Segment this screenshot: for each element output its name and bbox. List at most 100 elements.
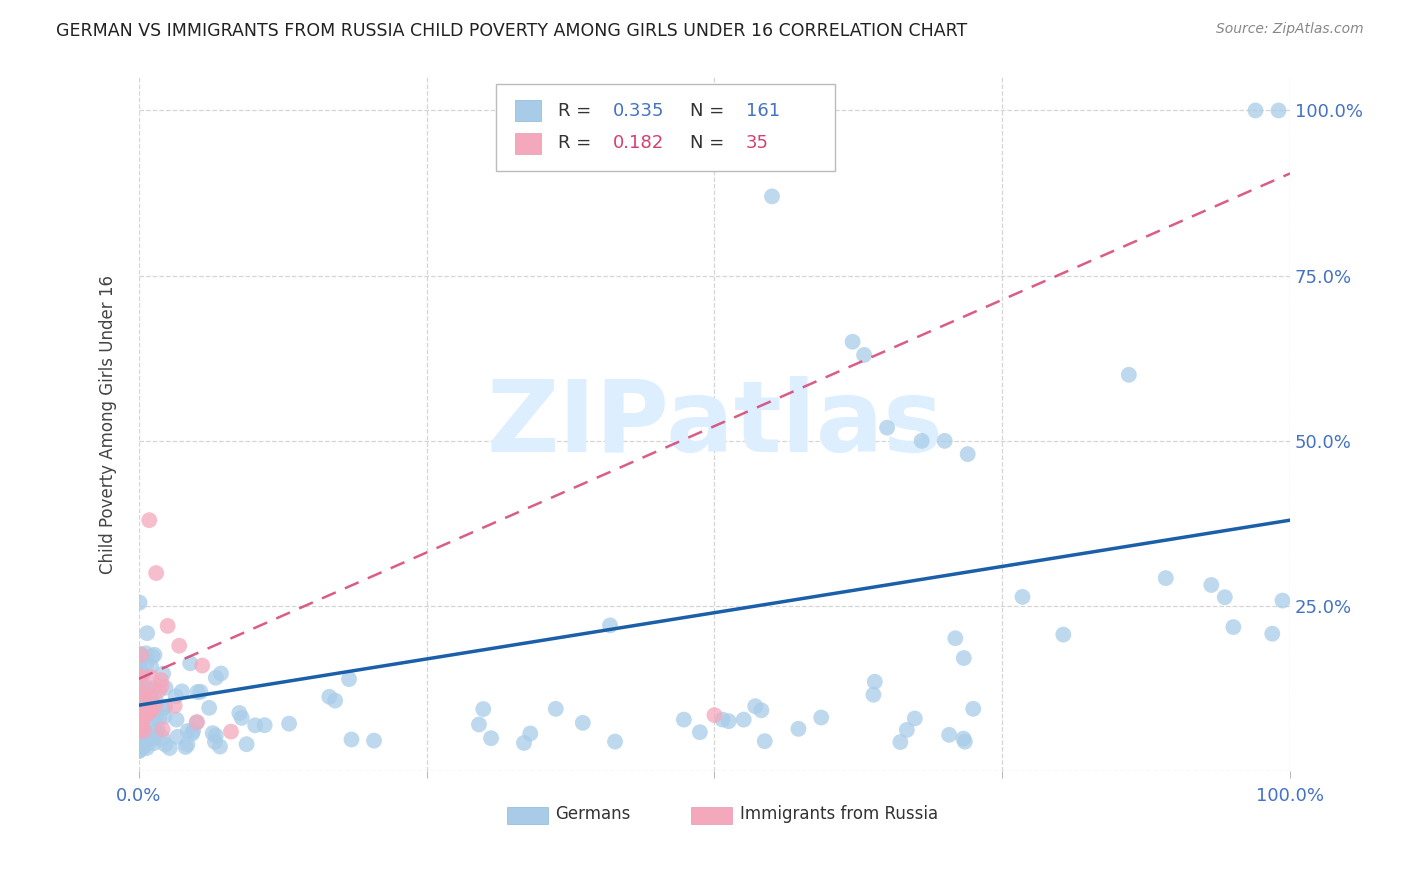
Text: GERMAN VS IMMIGRANTS FROM RUSSIA CHILD POVERTY AMONG GIRLS UNDER 16 CORRELATION : GERMAN VS IMMIGRANTS FROM RUSSIA CHILD P… (56, 22, 967, 40)
Point (761, 189, 783, 203)
Point (253, 718, 276, 732)
Point (166, 713, 188, 727)
Point (167, 639, 190, 653)
Text: N =: N = (690, 102, 724, 120)
Point (889, 735, 911, 749)
Point (754, 734, 776, 748)
Point (139, 659, 162, 673)
Point (363, 733, 385, 747)
Point (150, 731, 173, 745)
Point (131, 698, 153, 713)
Point (128, 712, 150, 726)
Point (129, 722, 152, 736)
Text: Germans: Germans (555, 805, 631, 823)
FancyBboxPatch shape (692, 806, 731, 824)
Point (1118, 368, 1140, 382)
Point (962, 702, 984, 716)
Point (128, 596, 150, 610)
Text: 35: 35 (745, 135, 769, 153)
Point (148, 710, 170, 724)
Point (129, 728, 152, 742)
Point (711, 713, 734, 727)
Point (159, 741, 181, 756)
Point (131, 735, 153, 749)
Point (787, 722, 810, 736)
Point (128, 654, 150, 668)
Point (128, 740, 150, 755)
Point (155, 681, 177, 695)
Point (145, 698, 167, 713)
Point (129, 735, 152, 749)
Text: 161: 161 (745, 102, 780, 120)
Point (135, 741, 157, 756)
Point (138, 513, 160, 527)
Point (141, 693, 163, 707)
Point (1271, 593, 1294, 607)
Point (733, 713, 755, 727)
Point (132, 668, 155, 682)
Point (186, 685, 208, 699)
Point (513, 736, 536, 750)
Point (235, 737, 257, 751)
Point (938, 728, 960, 742)
Point (146, 723, 169, 737)
Point (148, 683, 170, 698)
Point (142, 736, 165, 750)
Point (1267, 103, 1289, 118)
Point (672, 713, 695, 727)
Point (128, 671, 150, 685)
Point (544, 702, 567, 716)
Point (479, 731, 502, 746)
Point (136, 707, 159, 722)
Point (132, 710, 155, 724)
Point (209, 666, 232, 681)
Point (136, 690, 159, 704)
Point (128, 695, 150, 709)
Point (201, 726, 224, 740)
Point (934, 434, 956, 448)
Point (129, 732, 152, 747)
Point (191, 658, 214, 673)
Point (177, 723, 200, 738)
Point (163, 698, 186, 713)
Point (862, 688, 884, 702)
Point (204, 671, 226, 685)
Point (138, 702, 160, 716)
Point (142, 729, 165, 743)
Text: R =: R = (558, 102, 591, 120)
FancyBboxPatch shape (496, 85, 835, 171)
Point (128, 738, 150, 752)
Point (1222, 620, 1244, 634)
Y-axis label: Child Poverty Among Girls Under 16: Child Poverty Among Girls Under 16 (100, 275, 117, 574)
Point (134, 733, 156, 747)
Point (150, 679, 173, 693)
Point (190, 685, 212, 699)
Point (952, 731, 974, 746)
Point (153, 709, 176, 723)
Point (128, 676, 150, 690)
Text: R =: R = (558, 135, 591, 153)
Point (717, 714, 740, 729)
Point (176, 738, 198, 752)
Point (131, 666, 153, 681)
Point (129, 733, 152, 747)
Point (131, 649, 153, 664)
Point (128, 723, 150, 738)
Point (953, 734, 976, 748)
Point (472, 702, 495, 716)
Point (896, 723, 918, 737)
Point (323, 693, 346, 707)
Point (956, 447, 979, 461)
Point (150, 673, 173, 687)
Point (245, 718, 267, 732)
Point (208, 739, 231, 754)
Point (128, 671, 150, 685)
Point (278, 716, 301, 731)
Point (139, 691, 162, 706)
Point (139, 670, 162, 684)
Point (134, 739, 156, 753)
Point (132, 707, 155, 722)
Point (141, 704, 163, 718)
Point (132, 694, 155, 708)
Point (744, 699, 766, 714)
